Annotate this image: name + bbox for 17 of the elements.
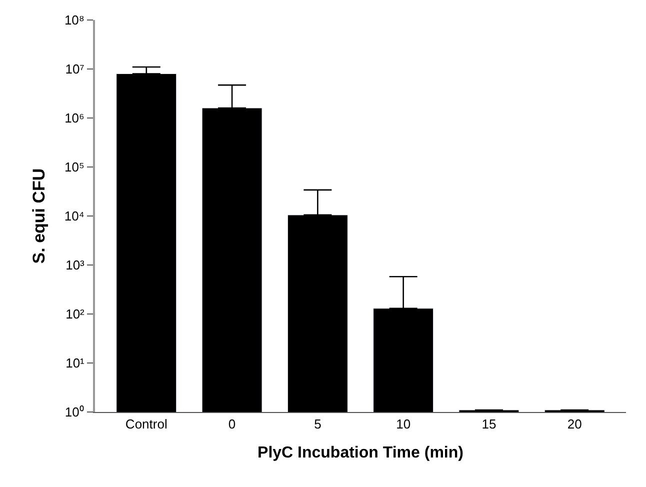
y-tick-label: 10⁸	[64, 12, 84, 28]
x-tick-label: 10	[396, 416, 411, 432]
x-tick-label: Control	[125, 416, 168, 432]
y-tick-label: 10⁶	[64, 110, 84, 126]
x-axis-title: PlyC Incubation Time (min)	[258, 444, 464, 462]
y-tick-label: 10⁰	[64, 404, 84, 420]
y-tick-label: 10⁴	[64, 208, 84, 224]
x-tick-label: 20	[567, 416, 582, 432]
y-tick-label: 10⁵	[64, 160, 84, 175]
y-tick-label: 10¹	[66, 356, 86, 371]
y-tick-label: 10²	[66, 306, 86, 322]
x-tick-label: 5	[314, 416, 322, 432]
y-axis-title: S. equi CFU	[29, 168, 48, 264]
x-tick-label: 15	[482, 416, 496, 432]
y-tick-label: 10³	[66, 258, 86, 273]
x-tick-label: 0	[228, 416, 236, 432]
y-tick-label: 10⁷	[65, 62, 85, 77]
